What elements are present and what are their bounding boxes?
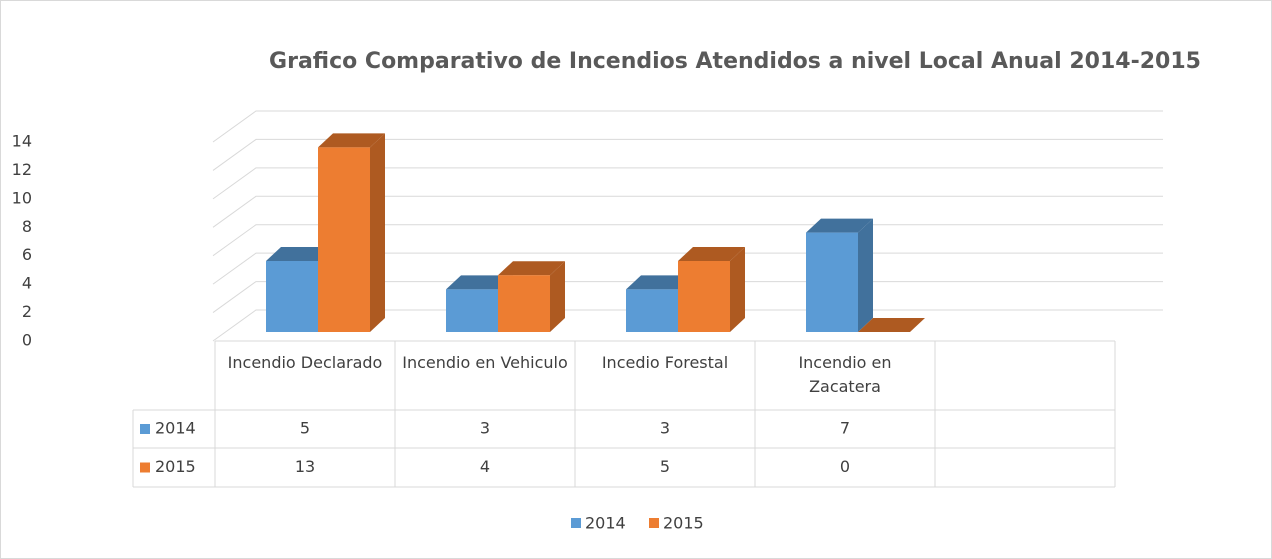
bar [678,261,730,332]
grid-line [212,167,1163,200]
legend-key [571,518,581,528]
y-tick-label: 2 [22,302,32,321]
bar [446,289,498,332]
bar-top [626,275,693,290]
bar [318,147,370,332]
bar-top [266,247,333,261]
y-tick-label: 0 [22,331,32,350]
table-value: 5 [660,457,670,476]
bar [806,232,858,332]
y-tick-label: 4 [22,274,32,293]
grid-line [212,138,1163,171]
grid-line [212,110,1163,143]
bar-top [318,133,385,148]
y-tick-label: 10 [12,188,32,207]
x-tick-label: Incendio en Vehiculo [402,353,568,372]
y-tick-label: 6 [22,245,32,264]
table-legend-key [140,424,150,434]
bar-side [370,133,385,332]
bar-side [550,261,565,332]
y-tick-label: 12 [12,160,32,179]
table-legend-key [140,462,150,473]
chart-title: Grafico Comparativo de Incendios Atendid… [269,49,1201,74]
table-value: 0 [840,457,850,476]
table-value: 13 [295,457,315,476]
table-value: 5 [300,419,310,438]
table-series-name: 2014 [155,419,196,438]
y-tick-label: 8 [22,217,32,236]
bar-top [806,218,873,233]
grid-line [212,195,1163,228]
bar [498,275,550,332]
bar-top [498,261,565,276]
bar-top [858,318,925,332]
bar [626,289,678,332]
x-tick-label: Incendio en Zacatera [798,353,892,396]
x-tick-label: Incedio Forestal [601,353,729,372]
legend-key [649,518,659,528]
table-value: 3 [480,419,490,438]
x-tick-label: Incendio Declarado [227,353,383,372]
table-value: 3 [660,419,670,438]
table-value: 7 [840,419,850,438]
table-series-name: 2015 [155,457,196,476]
bar-side [858,218,873,332]
bar-side [730,247,745,332]
bar-top [678,247,745,261]
bar [266,261,318,332]
bar-top [446,275,513,290]
legend-label: 2015 [663,514,704,533]
y-tick-label: 14 [12,132,32,151]
legend-label: 2014 [585,514,626,533]
table-value: 4 [480,457,490,476]
